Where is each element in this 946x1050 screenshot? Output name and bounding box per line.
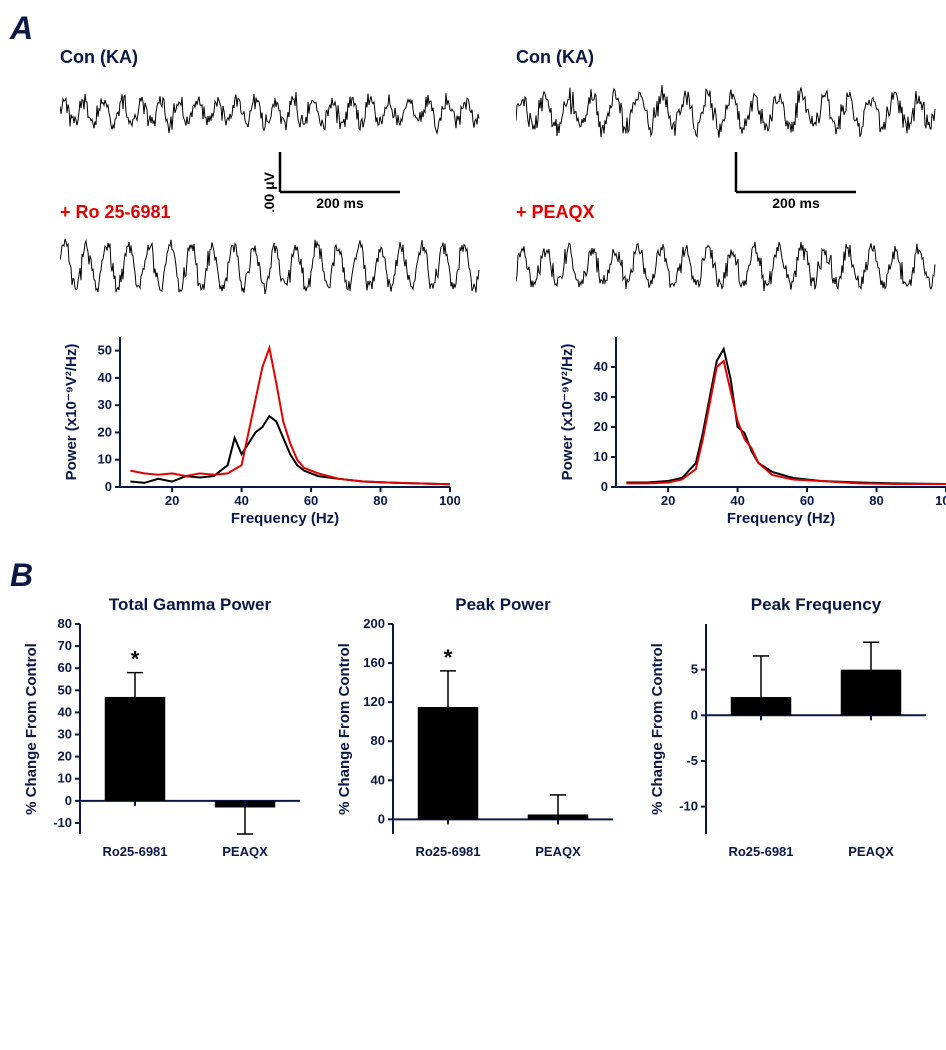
scalebar-x-label-right: 200 ms — [772, 195, 820, 211]
svg-text:30: 30 — [98, 397, 112, 412]
trace-label-con-right: Con (KA) — [516, 47, 936, 68]
svg-text:40: 40 — [58, 704, 72, 719]
svg-text:-10: -10 — [679, 799, 698, 814]
svg-text:5: 5 — [691, 662, 698, 677]
svg-text:-5: -5 — [686, 753, 698, 768]
svg-text:40: 40 — [730, 493, 744, 508]
svg-text:Total Gamma Power: Total Gamma Power — [109, 595, 272, 614]
bar-chart-peak-power: Peak Power 0 40 80 120 160 200 * Ro25-6981 PEAQX%… — [333, 594, 623, 869]
svg-text:Power (x10⁻⁹V²/Hz): Power (x10⁻⁹V²/Hz) — [63, 344, 80, 481]
svg-text:Power (x10⁻⁹V²/Hz): Power (x10⁻⁹V²/Hz) — [559, 344, 576, 481]
svg-text:20: 20 — [594, 419, 608, 434]
spectra-row: 0102030405020406080100Power (x10⁻⁹V²/Hz)… — [60, 327, 936, 532]
traces-row: Con (KA) 100 μV 200 ms + Ro 25-6981 Con … — [60, 47, 936, 307]
svg-text:20: 20 — [58, 749, 72, 764]
spectrum-right: 01020304020406080100Power (x10⁻⁹V²/Hz)Fr… — [556, 327, 936, 532]
svg-text:% Change From Control: % Change From Control — [336, 643, 353, 815]
svg-text:Peak Power: Peak Power — [455, 595, 551, 614]
trace-col-left: Con (KA) 100 μV 200 ms + Ro 25-6981 — [60, 47, 480, 307]
spectrum-right-svg: 0 10 20 30 40 20 40 60 80 100 Power (x10⁻⁹V²/Hz) Fr… — [556, 327, 946, 527]
trace-ro — [60, 227, 480, 307]
svg-text:160: 160 — [363, 655, 385, 670]
svg-text:20: 20 — [165, 493, 179, 508]
svg-text:120: 120 — [363, 694, 385, 709]
spectrum-left-svg: 0 10 20 30 40 50 20 40 60 80 100 Power (x10⁻⁹V²/Hz)… — [60, 327, 460, 527]
svg-text:10: 10 — [98, 452, 112, 467]
svg-text:10: 10 — [594, 449, 608, 464]
svg-text:40: 40 — [234, 493, 248, 508]
svg-text:PEAQX: PEAQX — [848, 844, 894, 859]
bar-chart-peak-freq: Peak Frequency -10 -5 0 5 Ro25-6981 PEAQX % Cha… — [646, 594, 936, 869]
svg-text:80: 80 — [869, 493, 883, 508]
svg-text:50: 50 — [58, 682, 72, 697]
svg-text:80: 80 — [58, 616, 72, 631]
svg-text:PEAQX: PEAQX — [535, 844, 581, 859]
svg-text:200: 200 — [363, 616, 385, 631]
panel-b: B Total Gamma Power-1001020304050607080*… — [10, 557, 936, 869]
svg-text:Frequency (Hz): Frequency (Hz) — [231, 510, 339, 527]
svg-text:60: 60 — [304, 493, 318, 508]
svg-text:0: 0 — [105, 479, 112, 494]
svg-text:Ro25-6981: Ro25-6981 — [728, 844, 793, 859]
svg-text:70: 70 — [58, 638, 72, 653]
svg-text:40: 40 — [371, 772, 385, 787]
panel-a-letter: A — [10, 10, 936, 47]
svg-text:% Change From Control: % Change From Control — [23, 643, 40, 815]
svg-text:% Change From Control: % Change From Control — [649, 643, 666, 815]
svg-text:0: 0 — [65, 793, 72, 808]
svg-text:30: 30 — [594, 389, 608, 404]
svg-text:Peak Frequency: Peak Frequency — [751, 595, 882, 614]
svg-text:PEAQX: PEAQX — [222, 844, 268, 859]
svg-text:30: 30 — [58, 727, 72, 742]
svg-text:Ro25-6981: Ro25-6981 — [415, 844, 480, 859]
svg-text:50: 50 — [98, 343, 112, 358]
trace-con-right — [516, 72, 936, 152]
svg-text:10: 10 — [58, 771, 72, 786]
svg-text:40: 40 — [594, 359, 608, 374]
svg-text:-10: -10 — [53, 815, 72, 830]
panel-b-letter: B — [10, 557, 936, 594]
trace-col-right: Con (KA) 200 ms + PEAQX — [516, 47, 936, 307]
bars-row: Total Gamma Power-1001020304050607080*Ro… — [20, 594, 936, 869]
svg-text:60: 60 — [800, 493, 814, 508]
svg-text:*: * — [131, 647, 140, 672]
svg-text:20: 20 — [98, 424, 112, 439]
trace-label-con-left: Con (KA) — [60, 47, 480, 68]
scalebar-right: 200 ms — [696, 142, 896, 212]
bar-chart-total: Total Gamma Power -10 0 10 20 30 40 50 60 70 80 * Ro… — [20, 594, 310, 869]
svg-text:20: 20 — [661, 493, 675, 508]
scalebar-left: 100 μV 200 ms — [240, 142, 440, 212]
trace-peaqx — [516, 227, 936, 307]
svg-text:*: * — [444, 645, 453, 670]
trace-con-left — [60, 72, 480, 152]
svg-text:60: 60 — [58, 660, 72, 675]
svg-text:Ro25-6981: Ro25-6981 — [102, 844, 167, 859]
svg-text:40: 40 — [98, 370, 112, 385]
svg-text:0: 0 — [691, 707, 698, 722]
svg-text:80: 80 — [371, 733, 385, 748]
scalebar-x-label-left: 200 ms — [316, 195, 364, 211]
svg-text:Frequency (Hz): Frequency (Hz) — [727, 510, 835, 527]
panel-a: A Con (KA) 100 μV 200 ms + Ro 25-6981 — [10, 10, 936, 532]
svg-text:80: 80 — [373, 493, 387, 508]
svg-text:100: 100 — [935, 493, 946, 508]
svg-text:0: 0 — [378, 811, 385, 826]
scalebar-y-label: 100 μV — [261, 171, 277, 212]
spectrum-left: 0102030405020406080100Power (x10⁻⁹V²/Hz)… — [60, 327, 440, 532]
svg-text:100: 100 — [439, 493, 460, 508]
svg-text:0: 0 — [601, 479, 608, 494]
